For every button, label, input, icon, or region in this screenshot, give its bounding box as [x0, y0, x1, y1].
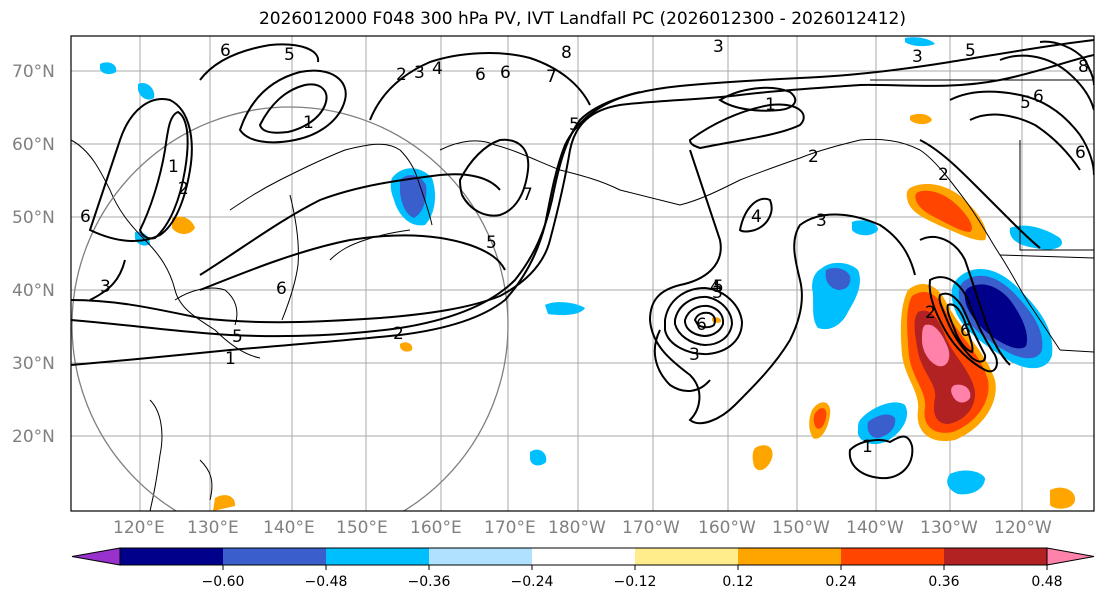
svg-text:6: 6	[1033, 87, 1044, 107]
lat-labels: 70°N 60°N 50°N 40°N 30°N 20°N	[12, 62, 55, 447]
colorbar-tick-label: −0.36	[408, 574, 451, 590]
colorbar-segment	[429, 548, 533, 565]
colorbar-segment	[120, 548, 224, 565]
svg-text:5: 5	[569, 115, 580, 135]
map-frame	[70, 35, 1095, 512]
lat-label: 60°N	[12, 135, 55, 155]
svg-text:1: 1	[225, 349, 236, 369]
svg-text:2: 2	[925, 303, 936, 323]
svg-text:6: 6	[500, 63, 511, 83]
lat-label: 70°N	[12, 62, 55, 82]
svg-text:2: 2	[938, 165, 949, 185]
colorbar-extend-max	[1046, 547, 1095, 566]
contour-labels: 6 2 3 4 5 6 7 8 3 1 1 2 1 2 5 3 3 6 5 7 …	[80, 37, 1089, 457]
colorbar-segment	[326, 548, 430, 565]
svg-text:4: 4	[710, 277, 721, 297]
lat-label: 50°N	[12, 208, 55, 228]
colorbar-extend-min	[71, 547, 121, 566]
colorbar-tick-label: −0.48	[305, 574, 348, 590]
colorbar-segment	[738, 548, 842, 565]
svg-text:6: 6	[1075, 143, 1086, 163]
map-title: 2026012000 F048 300 hPa PV, IVT Landfall…	[258, 9, 906, 29]
svg-text:1: 1	[765, 95, 776, 115]
colorbar-segment	[532, 548, 636, 565]
lon-labels: 120°E 130°E 140°E 150°E 160°E 170°E 180°…	[113, 518, 1052, 538]
svg-text:1: 1	[862, 437, 873, 457]
svg-text:8: 8	[561, 43, 572, 63]
svg-text:6: 6	[276, 279, 287, 299]
svg-text:2: 2	[808, 147, 819, 167]
colorbar-tick-label: 0.12	[722, 574, 753, 590]
svg-text:2: 2	[393, 324, 404, 344]
colorbar-segment	[841, 548, 945, 565]
svg-text:4: 4	[751, 207, 762, 227]
svg-text:8: 8	[1078, 57, 1089, 77]
lon-label: 120°W	[994, 518, 1052, 538]
lon-label: 140°W	[846, 518, 904, 538]
radius-circle	[71, 106, 509, 511]
svg-text:6: 6	[80, 207, 91, 227]
colorbar-tick-label: 0.24	[825, 574, 856, 590]
lon-label: 150°E	[336, 518, 388, 538]
svg-text:7: 7	[546, 67, 557, 87]
svg-text:7: 7	[522, 185, 533, 205]
lon-label: 140°E	[263, 518, 315, 538]
colorbar-segment	[944, 548, 1048, 565]
colorbar-tick-label: −0.12	[614, 574, 657, 590]
svg-text:6: 6	[220, 41, 231, 61]
svg-text:3: 3	[689, 345, 700, 365]
svg-text:6: 6	[696, 315, 707, 335]
svg-text:5: 5	[1020, 93, 1031, 113]
colorbar-tick-label: −0.60	[202, 574, 245, 590]
lon-label: 150°W	[772, 518, 830, 538]
lon-label: 160°E	[410, 518, 462, 538]
svg-text:5: 5	[486, 233, 497, 253]
graticule	[71, 36, 1094, 511]
svg-text:1: 1	[303, 113, 314, 133]
colorbar-tick-label: 0.48	[1031, 574, 1062, 590]
lon-label: 160°W	[698, 518, 756, 538]
colorbar-segment	[635, 548, 739, 565]
lon-label: 170°E	[484, 518, 536, 538]
ivt-shading	[100, 37, 1076, 511]
colorbar-tick-label: −0.24	[511, 574, 554, 590]
svg-text:1: 1	[168, 157, 179, 177]
pv-contours	[71, 39, 1094, 480]
lon-label: 130°E	[187, 518, 239, 538]
svg-text:5: 5	[965, 41, 976, 61]
lat-label: 20°N	[12, 427, 55, 447]
lat-label: 30°N	[12, 354, 55, 374]
svg-text:3: 3	[816, 211, 827, 231]
colorbar-tick-label: 0.36	[928, 574, 959, 590]
svg-text:5: 5	[284, 45, 295, 65]
svg-text:4: 4	[432, 59, 443, 79]
lon-label: 120°E	[113, 518, 165, 538]
colorbar: −0.60 −0.48 −0.36 −0.24 −0.12 0.12 0.24 0.36 0.4…	[71, 547, 1095, 590]
svg-text:2: 2	[178, 179, 189, 199]
lon-label: 130°W	[920, 518, 978, 538]
svg-text:3: 3	[414, 63, 425, 83]
svg-text:3: 3	[712, 283, 723, 303]
lon-label: 170°W	[622, 518, 680, 538]
colorbar-segment	[223, 548, 327, 565]
lat-label: 40°N	[12, 281, 55, 301]
svg-text:6: 6	[960, 321, 971, 341]
svg-text:6: 6	[475, 65, 486, 85]
svg-text:3: 3	[100, 277, 111, 297]
lon-label: 180°W	[548, 518, 606, 538]
svg-text:5: 5	[713, 277, 724, 297]
coastlines	[71, 79, 1094, 511]
svg-text:3: 3	[713, 37, 724, 57]
svg-text:2: 2	[396, 65, 407, 85]
colorbar-frame	[119, 547, 1048, 566]
svg-text:3: 3	[912, 47, 923, 67]
svg-text:5: 5	[232, 327, 243, 347]
